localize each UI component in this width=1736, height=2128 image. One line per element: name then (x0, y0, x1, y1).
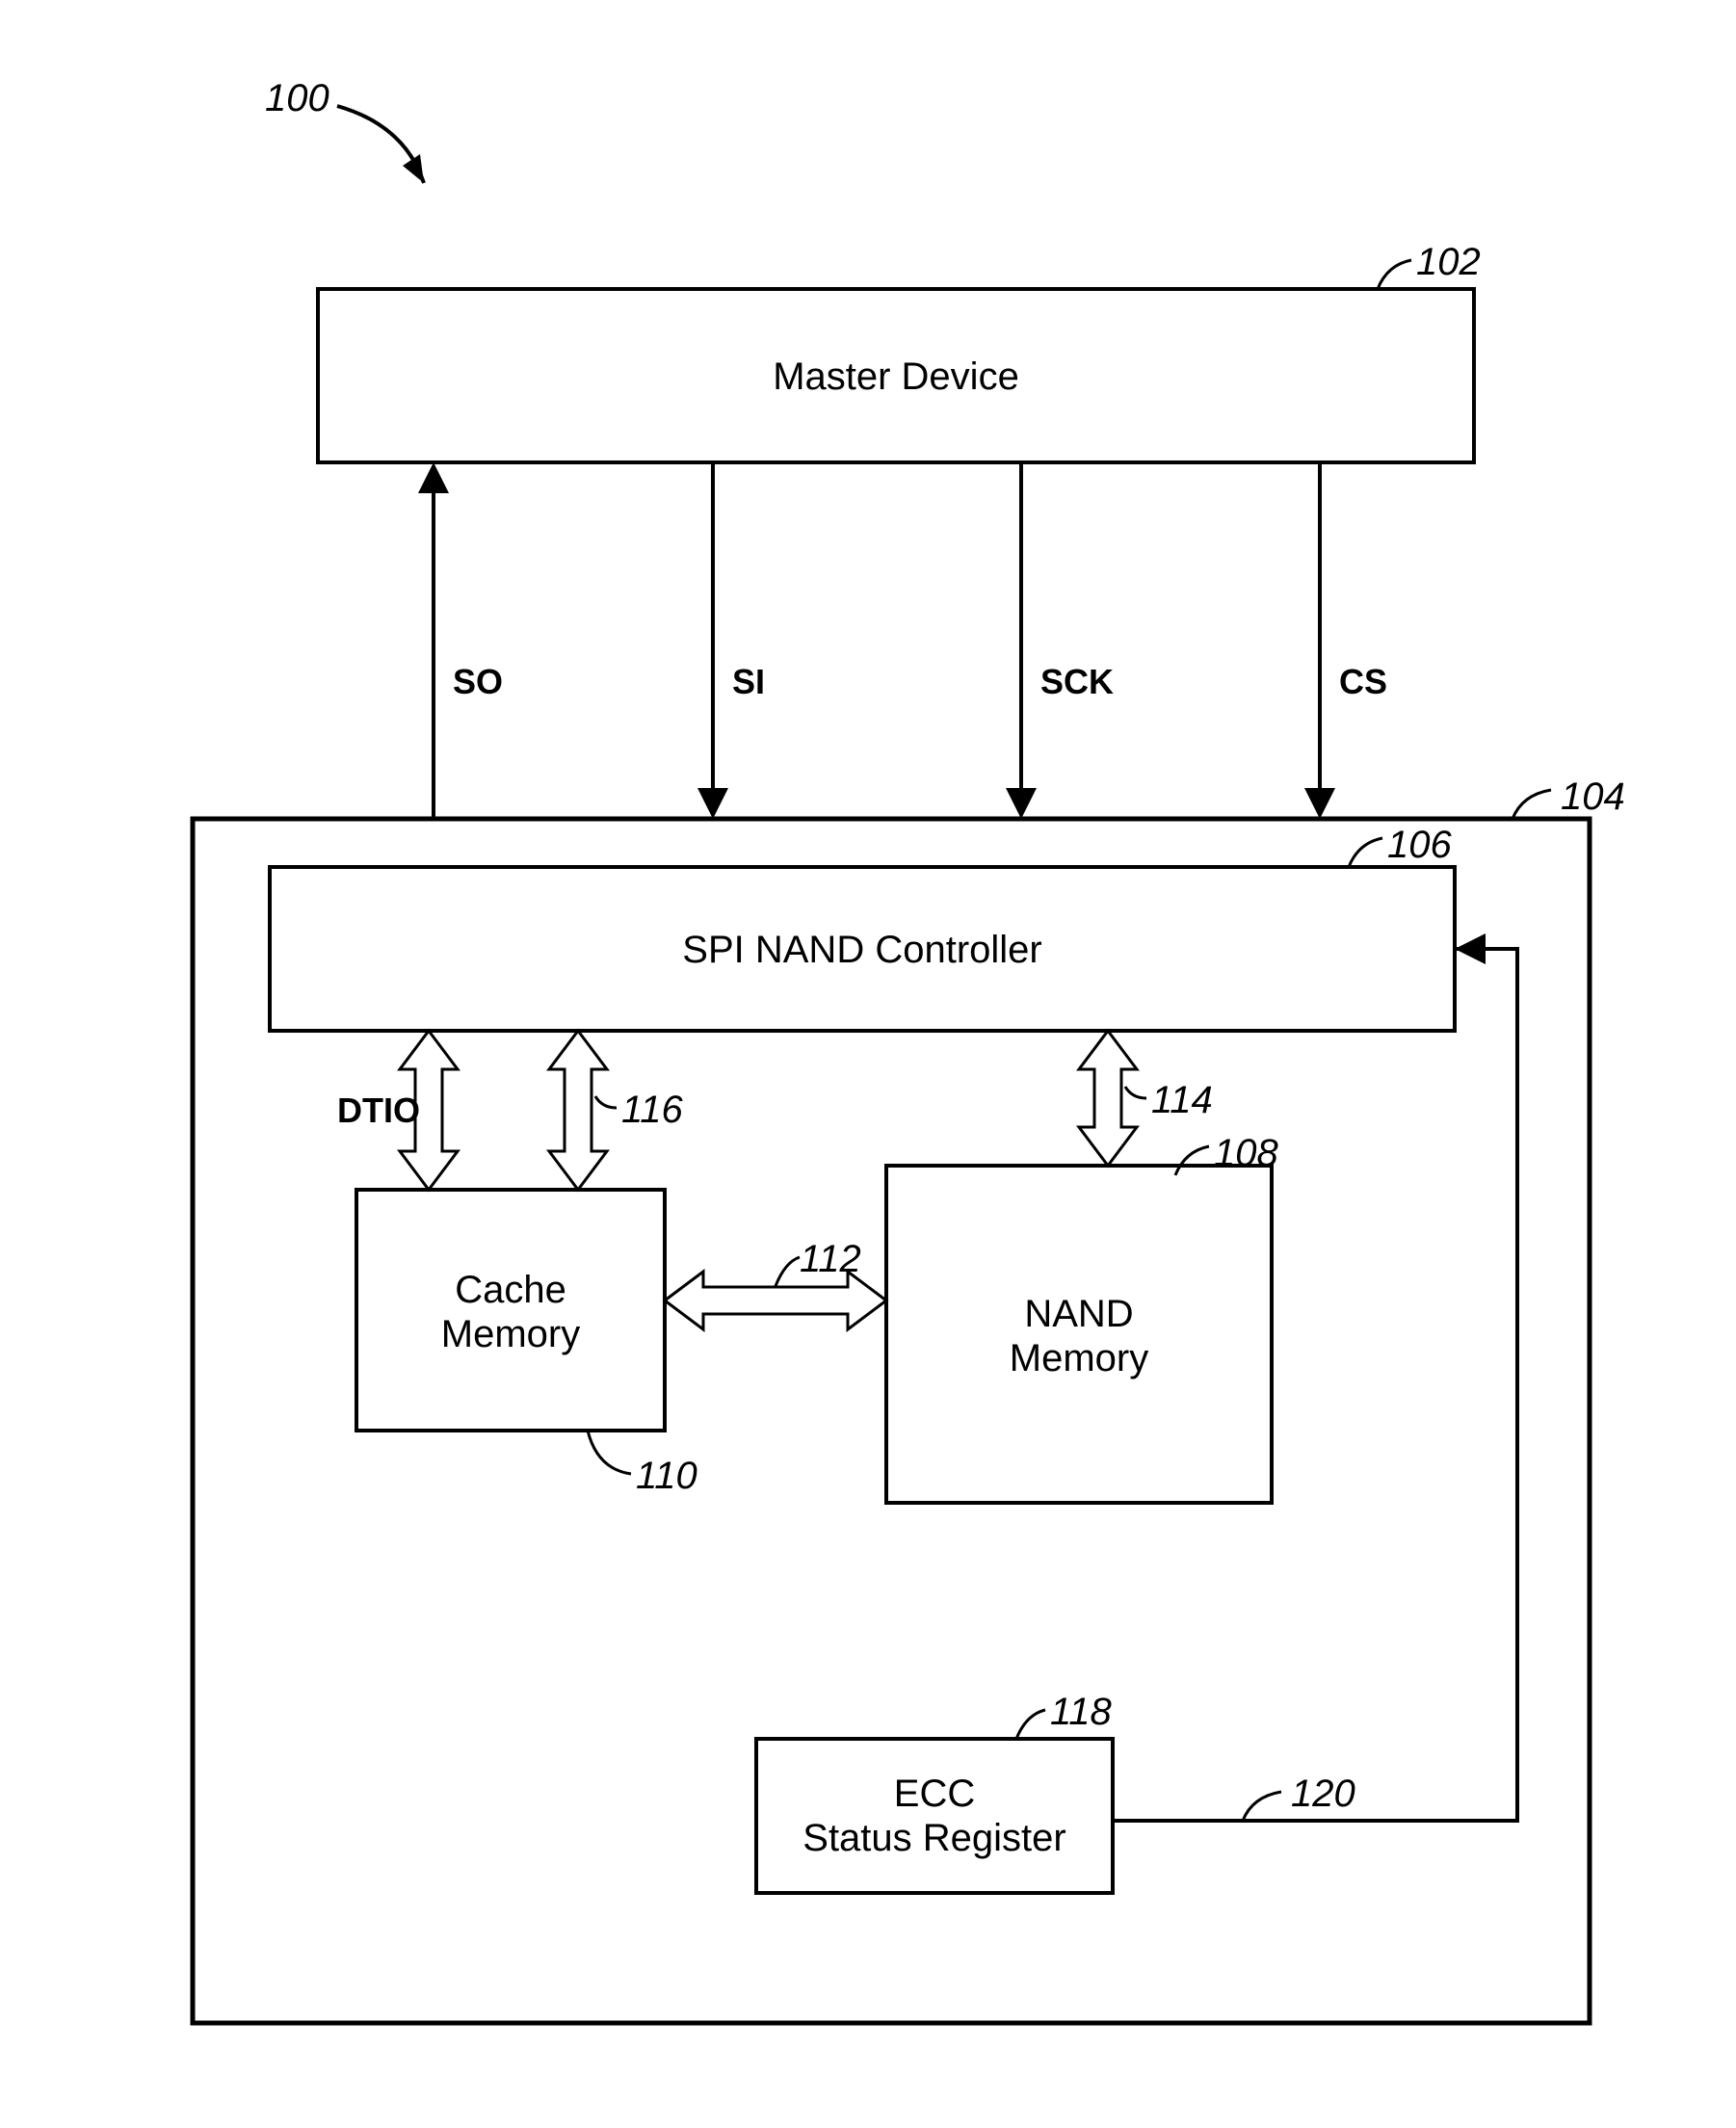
svg-text:NAND: NAND (1024, 1293, 1133, 1335)
signal-label-sck: SCK (1040, 662, 1114, 701)
signal-label-cs: CS (1339, 662, 1387, 701)
master-device-label: Master Device (773, 355, 1019, 398)
ref-120: 120 (1291, 1773, 1355, 1815)
signal-label-si: SI (732, 662, 765, 701)
ref-114: 114 (1151, 1079, 1213, 1121)
ref-106: 106 (1387, 824, 1452, 866)
svg-text:ECC: ECC (894, 1773, 975, 1815)
svg-text:Cache: Cache (455, 1269, 566, 1311)
ref-108: 108 (1214, 1132, 1278, 1174)
ref-102: 102 (1416, 241, 1481, 283)
ecc-status-register-block (756, 1739, 1113, 1893)
signal-label-dtio: DTIO (337, 1090, 420, 1130)
svg-text:Status Register: Status Register (802, 1817, 1065, 1859)
ref-110: 110 (636, 1455, 697, 1497)
ref-118: 118 (1050, 1691, 1113, 1733)
ref-112: 112 (800, 1238, 861, 1280)
spi-nand-controller-label: SPI NAND Controller (682, 929, 1041, 971)
ref-104: 104 (1561, 775, 1625, 818)
ref-100: 100 (265, 77, 329, 119)
signal-label-so: SO (453, 662, 503, 701)
diagram-canvas: 104 Master Device 102 SPI NAND Controller 10… (0, 0, 1736, 2128)
svg-text:Memory: Memory (441, 1313, 580, 1355)
svg-text:Memory: Memory (1010, 1337, 1148, 1379)
ref-116: 116 (621, 1089, 684, 1131)
